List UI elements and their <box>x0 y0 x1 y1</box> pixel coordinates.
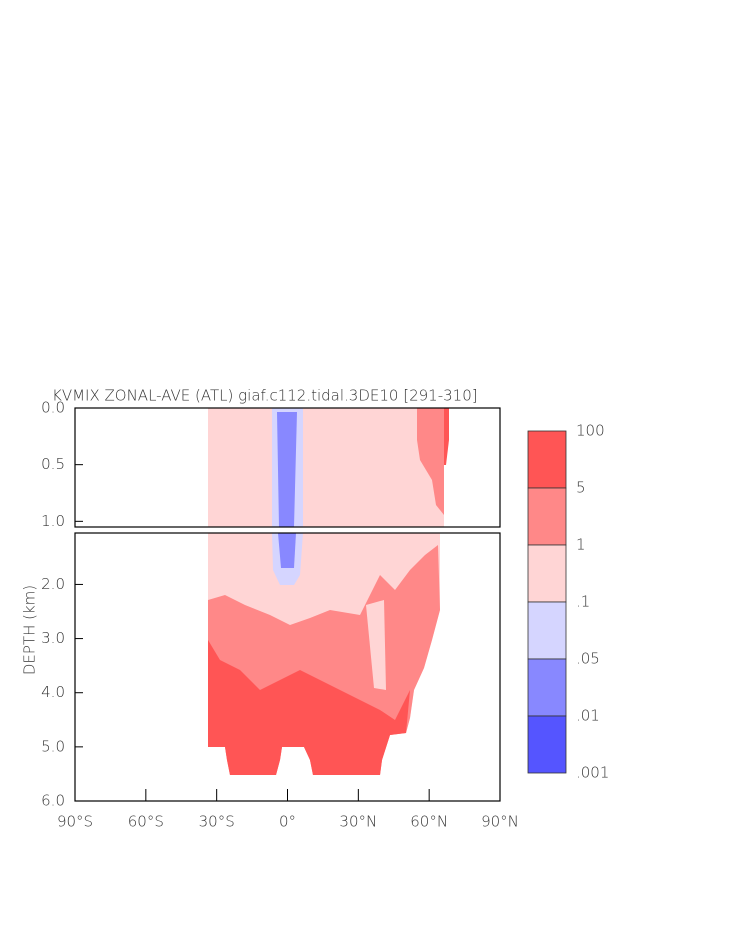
x-tick-label: 30°N <box>339 813 377 831</box>
y-tick-label: 3.0 <box>41 629 65 647</box>
x-tick-label: 90°S <box>57 813 93 831</box>
colorbar-box <box>527 430 567 489</box>
colorbar-box <box>527 715 567 774</box>
upper-frame <box>74 407 501 528</box>
region <box>278 533 296 568</box>
x-tick-label: 60°N <box>410 813 448 831</box>
y-tick-label: 4.0 <box>41 683 65 701</box>
lower-field <box>208 533 440 775</box>
colorbar-box <box>527 601 567 660</box>
region <box>444 408 449 465</box>
colorbar-label: 100 <box>576 422 605 440</box>
y-tick-label: 0.5 <box>41 455 65 473</box>
region <box>208 640 410 775</box>
region <box>208 408 444 527</box>
y-tick-label: 6.0 <box>41 792 65 810</box>
x-tick-label: 0° <box>279 813 296 831</box>
colorbar-label: .05 <box>576 650 600 668</box>
colorbar-label: .01 <box>576 707 600 725</box>
colorbar-box <box>527 544 567 603</box>
colorbar-box <box>527 487 567 546</box>
x-tick-label: 90°N <box>481 813 519 831</box>
y-tick-label: 2.0 <box>41 575 65 593</box>
y-tick-label: 1.0 <box>41 512 65 530</box>
x-tick-label: 60°S <box>128 813 164 831</box>
chart-title: KVMIX ZONAL-AVE (ATL) giaf.c112.tidal.3D… <box>52 387 478 405</box>
region <box>366 600 386 690</box>
colorbar-label: 1 <box>576 536 586 554</box>
region <box>277 412 297 527</box>
x-tick-label: 30°S <box>199 813 235 831</box>
upper-field <box>208 408 449 527</box>
colorbar-label: 5 <box>576 479 586 497</box>
colorbar-label: .001 <box>576 764 609 782</box>
region <box>417 408 444 515</box>
colorbar-label: .1 <box>576 593 590 611</box>
colorbar-box <box>527 658 567 717</box>
y-tick-label: 0.0 <box>41 399 65 417</box>
y-tick-label: 5.0 <box>41 737 65 755</box>
y-axis-label: DEPTH (km) <box>21 585 39 675</box>
